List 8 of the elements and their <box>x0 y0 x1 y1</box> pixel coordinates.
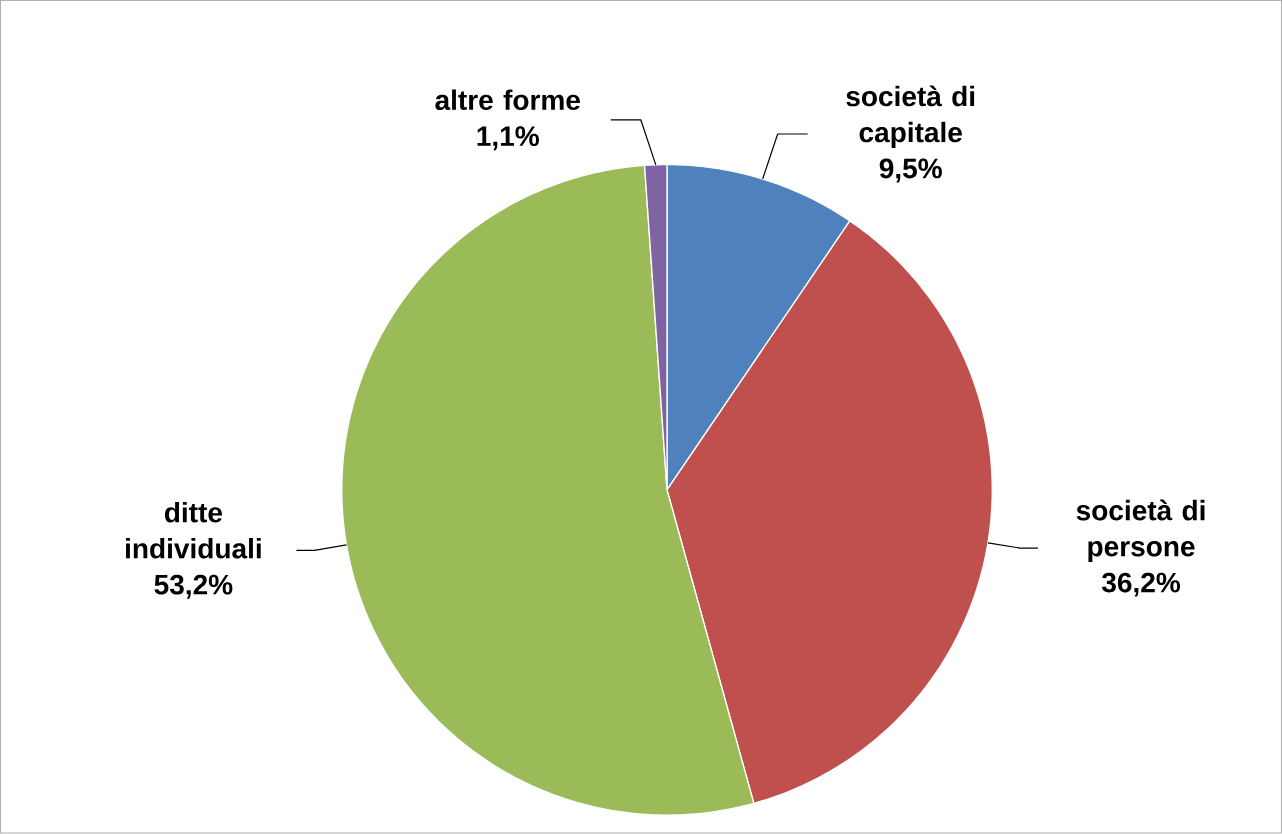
data-label: 1,1% <box>477 126 539 151</box>
slice-label: altre forme <box>435 89 580 111</box>
data-label: 9,5% <box>879 158 942 183</box>
slice-label: società di persone <box>1076 499 1205 563</box>
slice-label: ditte individuali <box>126 502 261 559</box>
slice-label: società di capitale <box>846 85 975 149</box>
data-label: 53,2% <box>154 574 233 599</box>
data-label: 36,2% <box>1101 572 1181 597</box>
